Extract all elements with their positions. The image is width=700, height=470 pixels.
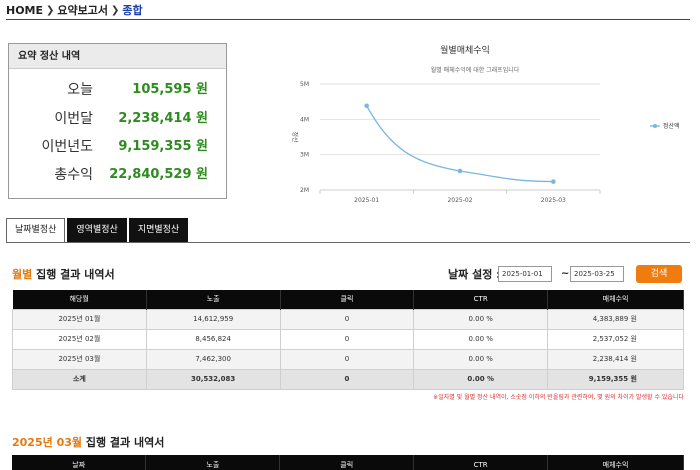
column-header: 클릭 <box>280 290 415 309</box>
table-cell: 0 <box>279 328 415 350</box>
table-cell: 2025년 01월 <box>12 308 147 330</box>
table-cell: 0.00 % <box>413 308 549 330</box>
table-row: 2025년 03월 7,462,300 0 0.00 % 2,238,414 원 <box>12 348 684 370</box>
summary-row-total: 총수익 22,840,529 원 <box>9 161 228 189</box>
table-row: 2025년 01월 14,612,959 0 0.00 % 4,383,889 … <box>12 308 684 330</box>
summary-row-month: 이번달 2,238,414 원 <box>9 105 228 133</box>
breadcrumb: HOME ❯ 요약보고서 ❯ 종합 <box>6 2 143 18</box>
chart-subtitle: 월별 매체수익에 대한 그래프입니다 <box>431 66 520 74</box>
monthly-result-table: 해당월 노출 클릭 CTR 매체수익 2025년 01월 14,612,959 … <box>12 290 684 390</box>
table-cell: 9,159,355 원 <box>547 368 684 390</box>
table-cell: 2025년 02월 <box>12 328 147 350</box>
legend-marker <box>653 124 657 128</box>
column-header: 노출 <box>145 455 281 470</box>
y-axis-label: 정산 <box>291 131 299 143</box>
column-header: CTR <box>413 455 549 470</box>
rounding-note: ※일자별 및 월별 정산 내역이, 소숫점 이하의 반올림과 관련하여, 몇 원… <box>433 394 684 401</box>
summary-value: 105,595 원 <box>132 82 208 97</box>
column-header: 매체수익 <box>547 455 684 470</box>
tab-page-settlement[interactable]: 지면별정산 <box>128 218 189 242</box>
x-tick-label: 2025-01 <box>354 197 379 204</box>
legend-label: 정산액 <box>663 122 680 130</box>
chevron-right-icon: ❯ <box>111 4 120 16</box>
table-cell: 0 <box>279 308 415 330</box>
summary-label: 오늘 <box>67 82 93 98</box>
table-header-row: 해당월 노출 클릭 CTR 매체수익 <box>12 290 684 309</box>
search-button[interactable]: 검색 <box>636 265 682 283</box>
table-cell: 7,462,300 <box>145 348 281 370</box>
table-cell: 4,383,889 원 <box>547 308 684 330</box>
table-cell: 2025년 03월 <box>12 348 147 370</box>
column-header: 날짜 <box>12 455 147 470</box>
breadcrumb-level1[interactable]: 요약보고서 <box>57 4 109 17</box>
x-tick-label: 2025-03 <box>541 197 566 204</box>
date-range-tilde: ~ <box>561 268 570 279</box>
table-cell: 0.00 % <box>413 328 549 350</box>
table-cell: 14,612,959 <box>145 308 281 330</box>
summary-value: 9,159,355 원 <box>118 139 208 154</box>
table-header-row: 날짜 노출 클릭 CTR 매체수익 <box>12 455 684 470</box>
section2-title: 2025년 03월 집행 결과 내역서 <box>12 434 164 450</box>
daily-result-table: 날짜 노출 클릭 CTR 매체수익 <box>12 455 684 470</box>
table-cell: 0 <box>279 368 415 390</box>
summary-value: 2,238,414 원 <box>118 111 208 126</box>
tab-date-settlement[interactable]: 날짜별정산 <box>6 218 66 243</box>
data-point <box>364 103 369 109</box>
table-cell: 0.00 % <box>413 348 549 370</box>
column-header: 노출 <box>146 290 281 309</box>
date-from-input[interactable] <box>498 266 552 282</box>
tab-divider <box>6 242 690 243</box>
breadcrumb-home[interactable]: HOME <box>6 3 44 17</box>
data-point <box>551 179 556 184</box>
breadcrumb-current: 종합 <box>122 4 143 17</box>
y-tick-label: 2M <box>300 187 309 194</box>
summary-row-year: 이번년도 9,159,355 원 <box>9 133 228 161</box>
date-to-input[interactable] <box>570 266 624 282</box>
summary-title: 요약 정산 내역 <box>9 44 226 69</box>
table-cell: 2,238,414 원 <box>547 348 684 370</box>
tab-bar: 날짜별정산 영역별정산 지면별정산 <box>6 218 190 243</box>
chart-title: 월별매체수익 <box>440 44 490 56</box>
column-header: 클릭 <box>279 455 415 470</box>
summary-label: 이번년도 <box>41 139 93 155</box>
summary-value: 22,840,529 원 <box>109 167 208 182</box>
y-tick-label: 3M <box>300 152 309 159</box>
table-row: 2025년 02월 8,456,824 0 0.00 % 2,537,052 원 <box>12 328 684 350</box>
column-header: 해당월 <box>12 290 147 309</box>
section2-title-rest: 집행 결과 내역서 <box>82 436 165 449</box>
date-setting-label: 날짜 설정 : <box>448 268 501 281</box>
table-cell: 2,537,052 원 <box>547 328 684 350</box>
subtotal-row: 소계 30,532,083 0 0.00 % 9,159,355 원 <box>12 368 684 390</box>
table-cell: 0.00 % <box>413 368 549 390</box>
summary-panel: 요약 정산 내역 오늘 105,595 원 이번달 2,238,414 원 이번… <box>8 43 227 199</box>
section1-title: 월별 집행 결과 내역서 <box>12 266 115 282</box>
table-cell: 소계 <box>12 368 147 390</box>
chevron-right-icon: ❯ <box>46 4 55 16</box>
tab-area-settlement[interactable]: 영역별정산 <box>67 218 127 242</box>
table-cell: 8,456,824 <box>145 328 281 350</box>
column-header: 매체수익 <box>547 290 684 309</box>
summary-row-today: 오늘 105,595 원 <box>9 76 228 104</box>
section1-title-highlight: 월별 <box>12 268 33 281</box>
summary-label: 이번달 <box>54 111 93 127</box>
data-point <box>457 168 463 174</box>
summary-label: 총수익 <box>54 167 93 183</box>
header-divider <box>6 19 690 20</box>
y-tick-label: 4M <box>300 116 309 123</box>
table-cell: 30,532,083 <box>145 368 281 390</box>
section1-title-rest: 집행 결과 내역서 <box>32 268 115 281</box>
y-tick-label: 5M <box>300 81 309 88</box>
section2-title-highlight: 2025년 03월 <box>12 436 82 449</box>
table-cell: 0 <box>279 348 415 370</box>
x-tick-label: 2025-02 <box>447 197 472 204</box>
column-header: CTR <box>413 290 549 309</box>
